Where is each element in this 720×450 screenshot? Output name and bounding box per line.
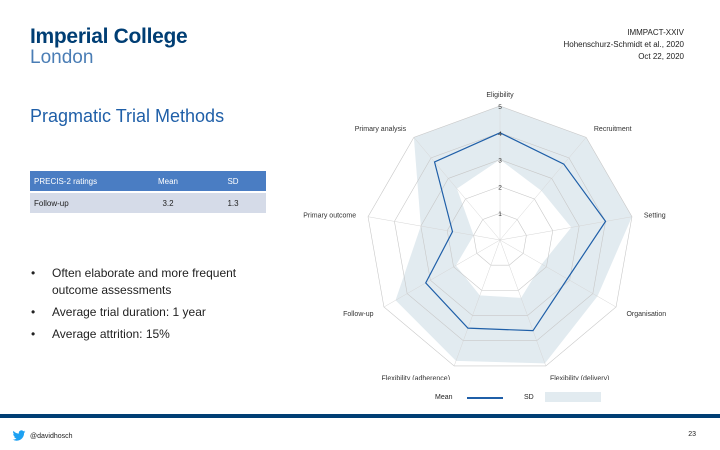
- bullet-icon: •: [31, 327, 36, 341]
- axis-label: Flexibility (adherence): [382, 375, 450, 380]
- axis-label: Flexibility (delivery): [550, 375, 610, 380]
- tick-label: 5: [498, 104, 502, 111]
- axis-label: Eligibility: [486, 92, 514, 99]
- axis-label: Setting: [644, 213, 666, 220]
- axis-spoke: [499, 239, 617, 308]
- table-cell: 3.2: [136, 193, 200, 213]
- table-cell: 1.3: [200, 193, 266, 213]
- radar-chart: 1 2 3 4 5 Eligibility Recruitment Setting Organi…: [303, 92, 666, 380]
- tick-label: 1: [498, 211, 502, 218]
- axis-spoke: [367, 216, 501, 241]
- axis-spoke: [499, 137, 587, 241]
- bullet-icon: •: [31, 266, 36, 280]
- axis-label: Primary outcome: [303, 213, 356, 220]
- table-header-cell: SD: [200, 171, 266, 191]
- legend-sd-label: SD: [524, 394, 534, 401]
- sd-band-lower: [455, 159, 572, 298]
- ratings-table: PRECIS-2 ratings Mean SD Follow-up 3.2 1…: [30, 169, 266, 215]
- table-header-row: PRECIS-2 ratings Mean SD: [30, 171, 266, 191]
- axis-label: Primary analysis: [355, 126, 407, 133]
- legend-sd-swatch: [545, 392, 601, 402]
- table-cell: Follow-up: [30, 193, 136, 213]
- axis-spoke: [453, 239, 501, 367]
- series-mean-line: [425, 132, 607, 332]
- bullet-text: Often elaborate and more frequent outcom…: [52, 266, 237, 297]
- page-number: 23: [688, 431, 696, 438]
- axis-label: Recruitment: [594, 126, 632, 133]
- table-header-cell: Mean: [136, 171, 200, 191]
- bullet-text: Average attrition: 15%: [52, 327, 170, 341]
- bullet-text: Average trial duration: 1 year: [52, 305, 206, 319]
- logo-line-2: London: [30, 47, 94, 68]
- bullet-item: • Average trial duration: 1 year: [30, 304, 262, 321]
- meta-conference: IMMPACT-XXIV: [627, 28, 684, 37]
- footer: @davidhosch: [12, 430, 73, 442]
- grid-ring: [446, 186, 554, 291]
- twitter-handle: @davidhosch: [30, 432, 73, 440]
- bullet-icon: •: [31, 305, 36, 319]
- footer-bar: [0, 414, 720, 418]
- tick-label: 2: [498, 184, 502, 191]
- grid-ring: [367, 105, 633, 367]
- bullet-list: • Often elaborate and more frequent outco…: [30, 265, 262, 348]
- grid-ring: [394, 132, 606, 342]
- axis-label: Follow-up: [343, 311, 373, 318]
- meta-authors: Hohenschurz-Schmidt et al., 2020: [563, 40, 684, 49]
- grid-ring: [420, 159, 580, 316]
- slide-meta: IMMPACT-XXIV Hohenschurz-Schmidt et al.,…: [563, 27, 684, 63]
- tick-label: 4: [498, 131, 502, 138]
- axis-label: Organisation: [626, 311, 666, 318]
- axis-spoke: [499, 216, 633, 241]
- grid-ring: [473, 212, 527, 266]
- twitter-icon: [12, 430, 26, 441]
- bullet-item: • Often elaborate and more frequent outco…: [30, 265, 262, 299]
- chart-legend: Mean SD: [0, 390, 720, 406]
- meta-date: Oct 22, 2020: [638, 52, 684, 61]
- table-header-cell: PRECIS-2 ratings: [30, 171, 136, 191]
- slide-title: Pragmatic Trial Methods: [30, 106, 225, 126]
- axis-spoke: [413, 137, 501, 241]
- legend-mean-label: Mean: [435, 394, 453, 401]
- bullet-item: • Average attrition: 15%: [30, 326, 262, 343]
- axis-spoke: [499, 239, 547, 367]
- imperial-logo: Imperial College London: [30, 25, 188, 68]
- legend-mean-swatch: [467, 397, 503, 399]
- table-row: Follow-up 3.2 1.3: [30, 193, 266, 213]
- axis-spoke: [383, 239, 501, 308]
- tick-label: 3: [498, 158, 502, 165]
- logo-line-1: Imperial College: [30, 25, 188, 48]
